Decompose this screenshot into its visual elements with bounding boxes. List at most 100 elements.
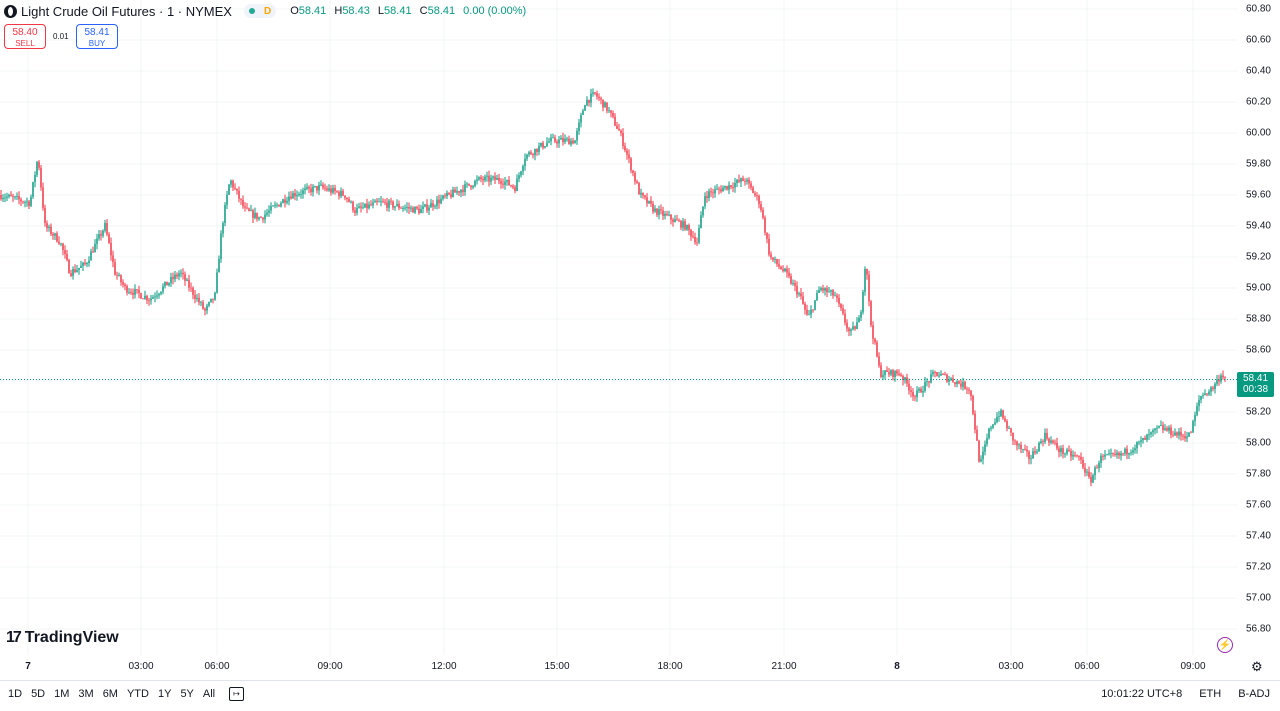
candle-body (996, 416, 998, 423)
candle-body (92, 251, 94, 253)
candle-body (444, 195, 446, 197)
candle-body (894, 370, 896, 377)
candle-body (1052, 440, 1054, 443)
range-5d[interactable]: 5D (31, 688, 46, 700)
candle-body (834, 295, 836, 297)
candle-body (882, 375, 884, 377)
adjustment-toggle[interactable]: B-ADJ (1238, 688, 1270, 700)
sell-button[interactable]: 58.40 SELL (4, 24, 46, 49)
candle-body (794, 283, 796, 286)
market-status-badge[interactable]: D (243, 4, 277, 18)
candle-body (872, 325, 874, 339)
candle-body (368, 204, 370, 209)
candle-body (174, 274, 176, 280)
session-toggle[interactable]: ETH (1199, 688, 1222, 700)
range-6m[interactable]: 6M (102, 688, 118, 700)
chart-plot-area[interactable] (0, 0, 1237, 655)
candlestick-chart[interactable] (0, 0, 1237, 655)
candle-body (916, 390, 918, 398)
candle-body (1094, 467, 1096, 476)
candle-body (854, 326, 856, 329)
candle-body (654, 208, 656, 212)
candle-body (196, 297, 198, 299)
candle-body (1106, 454, 1108, 456)
candle-body (992, 424, 994, 428)
lightning-icon[interactable]: ⚡ (1217, 637, 1233, 653)
tradingview-logo[interactable]: 17 TradingView (6, 629, 119, 647)
time-tick-label: 18:00 (657, 661, 683, 672)
candle-body (1100, 455, 1102, 463)
candle-body (72, 269, 74, 276)
candle-body (744, 181, 746, 182)
range-5y[interactable]: 5Y (180, 688, 194, 700)
candle-body (54, 233, 56, 236)
candle-body (696, 242, 698, 244)
price-axis[interactable]: 60.80 60.60 60.40 60.20 60.00 59.80 59.60 59.40… (1237, 0, 1280, 655)
candle-body (698, 228, 700, 243)
range-1d[interactable]: 1D (8, 688, 23, 700)
range-all[interactable]: All (202, 688, 216, 700)
candle-body (214, 292, 216, 300)
candle-body (858, 317, 860, 323)
candle-body (256, 212, 258, 219)
range-ytd[interactable]: YTD (126, 688, 149, 700)
candle-body (1136, 442, 1138, 449)
range-1y[interactable]: 1Y (157, 688, 172, 700)
candle-body (410, 207, 412, 209)
time-axis[interactable]: 7 03:00 06:00 09:00 12:00 15:00 18:00 21:00 8 03:… (0, 655, 1280, 679)
candle-body (836, 295, 838, 298)
candle-body (546, 142, 548, 147)
candle-body (976, 429, 978, 441)
candle-body (1168, 427, 1170, 431)
symbol-title[interactable]: Light Crude Oil Futures · 1 · NYMEX (21, 3, 232, 19)
candle-body (1204, 393, 1206, 396)
goto-date-icon[interactable]: ↦ (229, 687, 244, 701)
candle-body (308, 187, 310, 189)
tradingview-logo-icon: 17 (6, 629, 22, 646)
candle-body (1128, 452, 1130, 455)
candle-body (162, 286, 164, 292)
candle-body (736, 179, 738, 184)
candle-body (140, 293, 142, 299)
candle-body (176, 274, 178, 277)
buy-button[interactable]: 58.41 BUY (76, 24, 118, 49)
candle-body (1096, 467, 1098, 469)
candle-body (778, 264, 780, 267)
candle-body (516, 178, 518, 191)
gear-icon[interactable]: ⚙ (1251, 659, 1263, 674)
candle-body (1134, 448, 1136, 451)
buy-label: BUY (88, 39, 106, 48)
candle-body (126, 286, 128, 293)
candle-body (1196, 406, 1198, 416)
bottom-right-info: 10:01:22 UTC+8 ETH B-ADJ (1084, 688, 1270, 700)
candle-body (56, 233, 58, 242)
candle-body (1220, 375, 1222, 382)
candle-body (150, 298, 152, 301)
candle-body (1086, 471, 1088, 473)
candle-body (682, 221, 684, 228)
candle-body (544, 146, 546, 148)
candle-body (1090, 476, 1092, 483)
candle-body (752, 187, 754, 193)
clock-timezone[interactable]: 10:01:22 UTC+8 (1101, 688, 1183, 700)
ohlc-close-key: C (419, 5, 428, 17)
buy-price: 58.41 (84, 27, 110, 38)
candle-body (1110, 453, 1112, 454)
candle-body (724, 186, 726, 188)
candle-body (238, 190, 240, 199)
candle-body (772, 257, 774, 260)
candle-body (170, 277, 172, 283)
candle-body (194, 294, 196, 299)
candle-body (1190, 432, 1192, 434)
candle-body (670, 214, 672, 220)
range-3m[interactable]: 3M (78, 688, 94, 700)
range-1m[interactable]: 1M (54, 688, 70, 700)
candle-body (640, 192, 642, 195)
candle-body (1092, 475, 1094, 483)
time-tick-label: 8 (894, 661, 900, 672)
candle-body (342, 190, 344, 196)
candle-body (50, 226, 52, 235)
candle-body (1222, 375, 1224, 378)
candle-body (918, 388, 920, 391)
time-tick-label: 21:00 (771, 661, 797, 672)
